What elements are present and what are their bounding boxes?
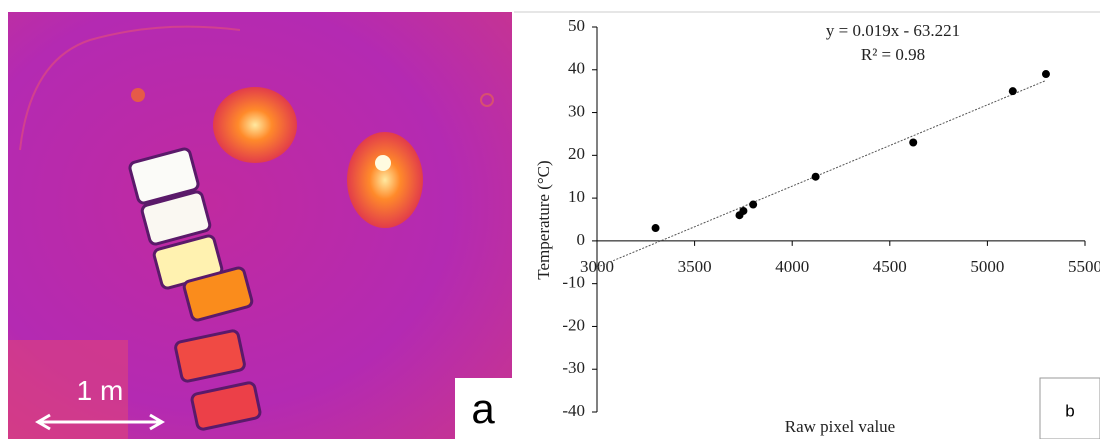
- data-point: [749, 200, 758, 209]
- panel-label: b: [1065, 401, 1074, 420]
- panel-label-box: [1039, 377, 1100, 439]
- hot-object: [347, 132, 423, 228]
- y-tick-label: 40: [568, 59, 585, 78]
- scale-arrows: [35, 413, 165, 431]
- data-point: [1041, 70, 1050, 79]
- trend-equation: y = 0.019x - 63.221: [826, 21, 960, 40]
- y-tick-label: -20: [562, 315, 585, 334]
- x-tick-label: 5500: [1068, 257, 1100, 276]
- data-point: [811, 172, 820, 181]
- panel-label-box: [455, 378, 512, 439]
- trendline: [596, 80, 1047, 268]
- x-axis-title: Raw pixel value: [785, 417, 895, 436]
- target: [128, 147, 200, 205]
- r-squared: R² = 0.98: [861, 45, 925, 64]
- x-tick-label: 3500: [678, 257, 712, 276]
- hot-spot: [131, 88, 145, 102]
- data-point: [651, 224, 660, 233]
- x-tick-label: 4500: [873, 257, 907, 276]
- target: [190, 381, 262, 431]
- data-point: [1008, 87, 1017, 96]
- y-tick-label: 20: [568, 144, 585, 163]
- y-axis-title: Temperature (°C): [534, 160, 553, 279]
- data-point: [909, 138, 918, 147]
- y-tick-label: 50: [568, 16, 585, 35]
- cable: [19, 25, 241, 151]
- target: [182, 266, 254, 322]
- hot-object: [213, 87, 297, 163]
- x-tick-label: 3000: [580, 257, 614, 276]
- targets: [128, 147, 262, 431]
- target: [140, 190, 212, 246]
- chart: y = 0.019x - 63.221 R² = 0.98 Raw pixel …: [514, 11, 1100, 439]
- x-tick-label: 5000: [970, 257, 1004, 276]
- y-tick-label: 30: [568, 101, 585, 120]
- y-tick-label: -30: [562, 358, 585, 377]
- data-point: [739, 206, 748, 215]
- hot-spot: [480, 93, 494, 107]
- thermal-image: 1 m a: [8, 12, 512, 439]
- y-tick-label: -40: [562, 401, 585, 420]
- y-tick-label: 0: [577, 230, 586, 249]
- panel-label: a: [471, 385, 495, 432]
- y-tick-label: 10: [568, 187, 585, 206]
- scale-label: 1 m: [77, 375, 124, 406]
- target: [174, 329, 246, 383]
- y-tick-label: -10: [562, 273, 585, 292]
- hot-spot: [375, 155, 391, 171]
- x-tick-label: 4000: [775, 257, 809, 276]
